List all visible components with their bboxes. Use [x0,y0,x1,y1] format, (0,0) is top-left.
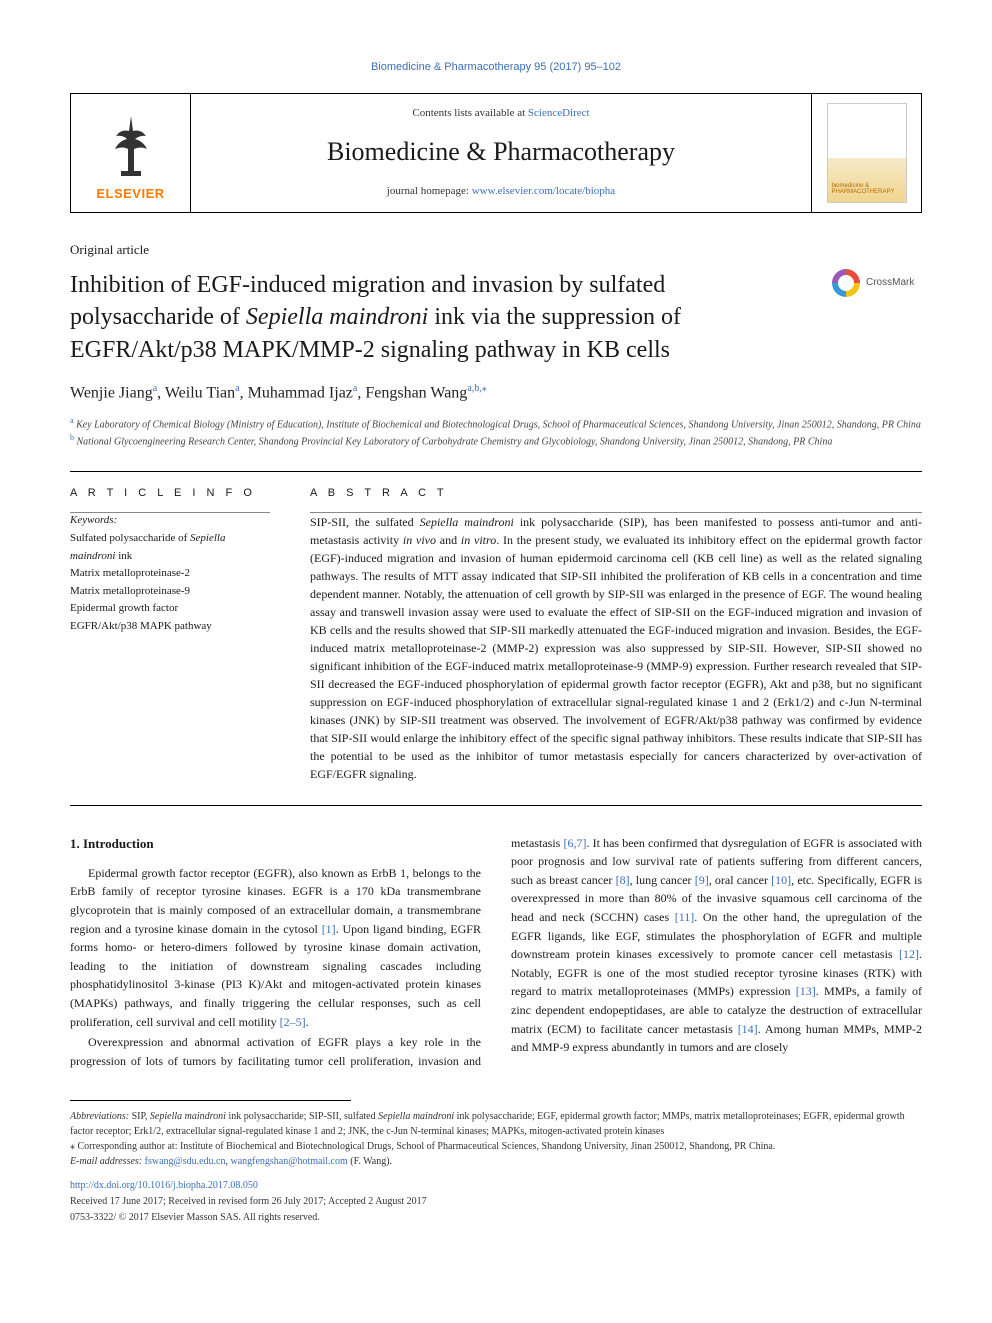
cover-caption: biomedicine & PHARMACOTHERAPY [832,183,902,196]
abbreviations: Abbreviations: SIP, Sepiella maindroni i… [70,1109,922,1139]
abstract-heading: A B S T R A C T [310,486,922,501]
crossmark-badge[interactable]: CrossMark [832,269,922,297]
abstract-text: SIP-SII, the sulfated Sepiella maindroni… [310,513,922,783]
kw-5: EGFR/Akt/p38 MAPK pathway [70,618,270,636]
footnote-rule [70,1100,351,1101]
kw1-post: ink [115,550,132,562]
email-label: E-mail addresses: [70,1156,142,1167]
kw1-pre: Sulfated polysaccharide of [70,532,190,544]
author-4-corr: ⁎ [482,383,487,394]
abs-vitro: in vitro [461,533,496,547]
running-header: Biomedicine & Pharmacotherapy 95 (2017) … [70,60,922,75]
masthead-center: Contents lists available at ScienceDirec… [191,94,811,211]
title-row: Inhibition of EGF-induced migration and … [70,269,922,366]
journal-name: Biomedicine & Pharmacotherapy [201,134,801,170]
elsevier-tree-icon [101,111,161,181]
abbr-mid1: ink polysaccharide; SIP-SII, sulfated [226,1111,378,1122]
homepage-link[interactable]: www.elsevier.com/locate/biopha [472,185,615,197]
author-3: , Muhammad Ijaz [240,384,353,401]
cite-2-5[interactable]: [2–5] [280,1015,306,1029]
copyright-line: 0753-3322/ © 2017 Elsevier Masson SAS. A… [70,1211,922,1225]
article-info-heading: A R T I C L E I N F O [70,486,270,501]
contents-line: Contents lists available at ScienceDirec… [201,106,801,121]
intro-p1: Epidermal growth factor receptor (EGFR),… [70,864,481,1031]
cite-14[interactable]: [14] [738,1022,758,1036]
cite-12[interactable]: [12] [899,947,919,961]
journal-cover-thumb: biomedicine & PHARMACOTHERAPY [827,103,907,203]
cite-13[interactable]: [13] [796,984,816,998]
email-2[interactable]: wangfengshan@hotmail.com [230,1156,347,1167]
title-species: Sepiella maindroni [246,304,428,330]
homepage-prefix: journal homepage: [387,185,472,197]
article-type: Original article [70,241,922,259]
author-list: Wenjie Jianga, Weilu Tiana, Muhammad Ija… [70,382,922,405]
doi-link[interactable]: http://dx.doi.org/10.1016/j.biopha.2017.… [70,1179,922,1193]
affiliations: a Key Laboratory of Chemical Biology (Mi… [70,415,922,450]
kw-4: Epidermal growth factor [70,600,270,618]
info-abstract-row: A R T I C L E I N F O Keywords: Sulfated… [70,486,922,782]
cover-thumb-block: biomedicine & PHARMACOTHERAPY [811,94,921,211]
p2-d: , oral cancer [709,873,771,887]
keywords-list: Sulfated polysaccharide of Sepiella main… [70,530,270,636]
author-4: , Fengshan Wang [357,384,467,401]
abstract-col: A B S T R A C T SIP-SII, the sulfated Se… [310,486,922,782]
rule-bottom [70,805,922,806]
kw-2: Matrix metalloproteinase-2 [70,565,270,583]
affiliation-a: a Key Laboratory of Chemical Biology (Mi… [70,415,922,432]
abs-and: and [436,533,461,547]
cite-1[interactable]: [1] [322,922,336,936]
corr-text: Corresponding author at: Institute of Bi… [75,1141,775,1152]
cite-10[interactable]: [10] [771,873,791,887]
author-1: Wenjie Jiang [70,384,153,401]
corresponding-author: ⁎ Corresponding author at: Institute of … [70,1139,922,1154]
p1-c: . [306,1015,309,1029]
p2-c: , lung cancer [630,873,695,887]
abbr-pre: SIP, [129,1111,150,1122]
abbr-sp1: Sepiella maindroni [150,1111,226,1122]
article-info-col: A R T I C L E I N F O Keywords: Sulfated… [70,486,270,782]
publisher-label: ELSEVIER [96,185,164,203]
aff-a-text: Key Laboratory of Chemical Biology (Mini… [74,419,921,430]
sciencedirect-link[interactable]: ScienceDirect [528,107,590,119]
kw-3: Matrix metalloproteinase-9 [70,583,270,601]
cite-6-7[interactable]: [6,7] [563,836,586,850]
crossmark-label: CrossMark [866,276,914,290]
footnotes: Abbreviations: SIP, Sepiella maindroni i… [70,1109,922,1169]
masthead: ELSEVIER Contents lists available at Sci… [70,93,922,212]
affiliation-b: b National Glycoengineering Research Cen… [70,432,922,449]
email-line: E-mail addresses: fswang@sdu.edu.cn, wan… [70,1154,922,1169]
publisher-block: ELSEVIER [71,94,191,211]
abbr-sp2: Sepiella maindroni [378,1111,454,1122]
page: Biomedicine & Pharmacotherapy 95 (2017) … [0,0,992,1265]
abbr-label: Abbreviations: [70,1111,129,1122]
abs-vivo: in vivo [403,533,436,547]
keywords-label: Keywords: [70,513,270,528]
aff-b-text: National Glycoengineering Research Cente… [74,436,832,447]
abs-pre: SIP-SII, the sulfated [310,515,420,529]
p1-b: . Upon ligand binding, EGFR forms homo- … [70,922,481,1029]
article-history: Received 17 June 2017; Received in revis… [70,1195,922,1209]
cite-11[interactable]: [11] [675,910,695,924]
intro-heading: 1. Introduction [70,834,481,854]
cite-9[interactable]: [9] [695,873,709,887]
email-1[interactable]: fswang@sdu.edu.cn [142,1156,225,1167]
article-title: Inhibition of EGF-induced migration and … [70,269,812,366]
contents-prefix: Contents lists available at [412,107,527,119]
body-columns: 1. Introduction Epidermal growth factor … [70,834,922,1071]
cite-8[interactable]: [8] [616,873,630,887]
crossmark-icon [832,269,860,297]
abs-sp: Sepiella maindroni [420,515,514,529]
kw-1: Sulfated polysaccharide of Sepiella main… [70,530,270,565]
email-tail: (F. Wang). [348,1156,392,1167]
author-2: , Weilu Tian [157,384,235,401]
author-4-aff: a,b, [467,383,481,394]
homepage-line: journal homepage: www.elsevier.com/locat… [201,184,801,199]
rule-top [70,471,922,472]
abs-rest: . In the present study, we evaluated its… [310,533,922,781]
